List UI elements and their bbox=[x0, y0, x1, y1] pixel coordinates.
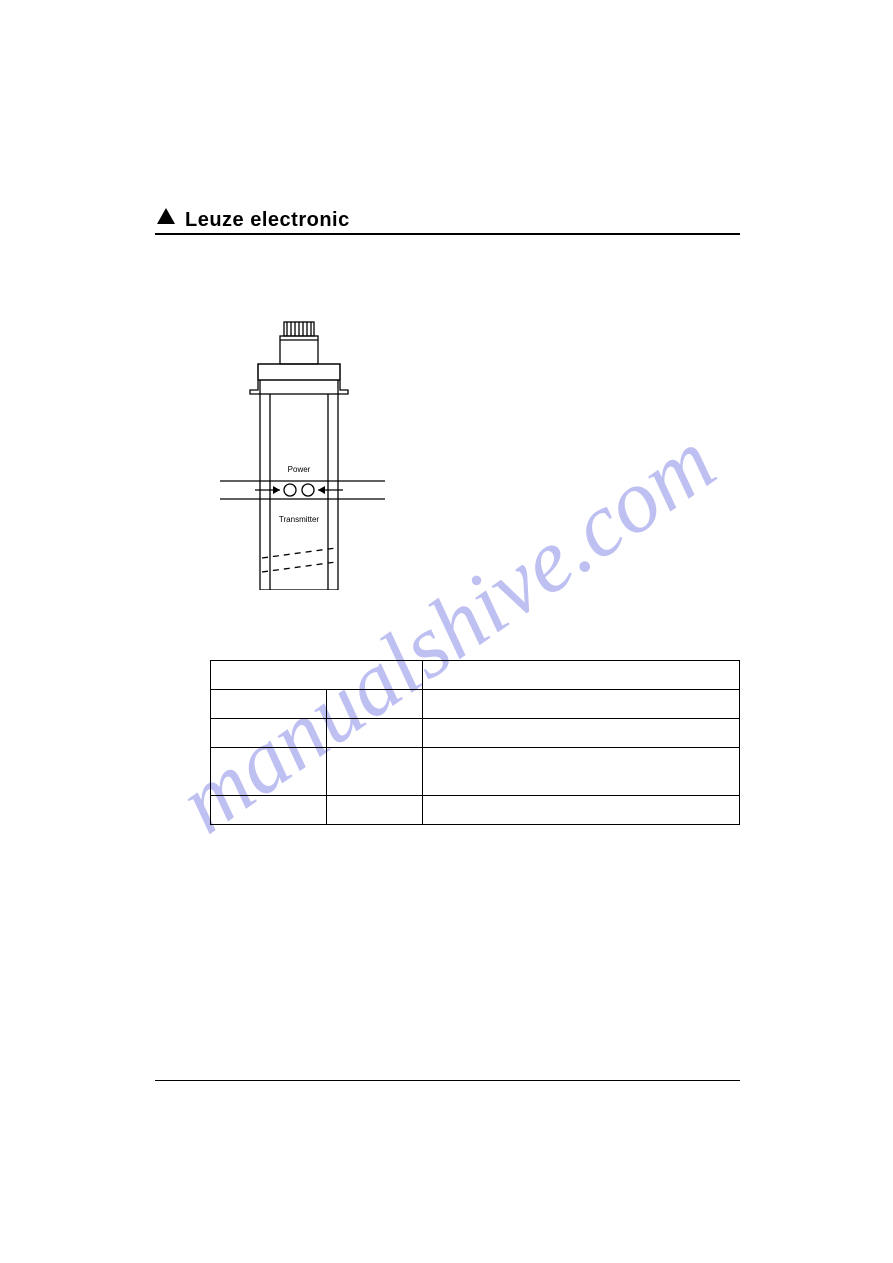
table-cell bbox=[211, 719, 327, 748]
table-cell bbox=[422, 690, 739, 719]
status-table-grid bbox=[210, 660, 740, 825]
table-cell bbox=[327, 690, 422, 719]
footer-rule bbox=[155, 1080, 740, 1081]
table-row bbox=[211, 661, 740, 690]
table-cell bbox=[327, 748, 422, 796]
brand-logo-block: Leuze electronic bbox=[155, 208, 350, 233]
brand-name: Leuze electronic bbox=[185, 209, 350, 232]
table-cell bbox=[422, 748, 739, 796]
table-cell bbox=[211, 748, 327, 796]
table-row bbox=[211, 796, 740, 825]
table-row bbox=[211, 748, 740, 796]
table-cell bbox=[422, 719, 739, 748]
header-rule bbox=[155, 233, 740, 235]
diagram-transmitter-label: Transmitter bbox=[279, 515, 319, 524]
table-row bbox=[211, 719, 740, 748]
table-cell bbox=[211, 661, 423, 690]
table-row bbox=[211, 690, 740, 719]
diagram-power-label: Power bbox=[288, 465, 311, 474]
table-cell bbox=[327, 796, 422, 825]
table-cell bbox=[422, 796, 739, 825]
transmitter-diagram: Power Transmitter bbox=[220, 320, 385, 590]
table-cell bbox=[422, 661, 739, 690]
table-cell bbox=[211, 690, 327, 719]
brand-logo-icon bbox=[155, 208, 177, 233]
status-table bbox=[210, 660, 740, 825]
table-cell bbox=[211, 796, 327, 825]
table-cell bbox=[327, 719, 422, 748]
